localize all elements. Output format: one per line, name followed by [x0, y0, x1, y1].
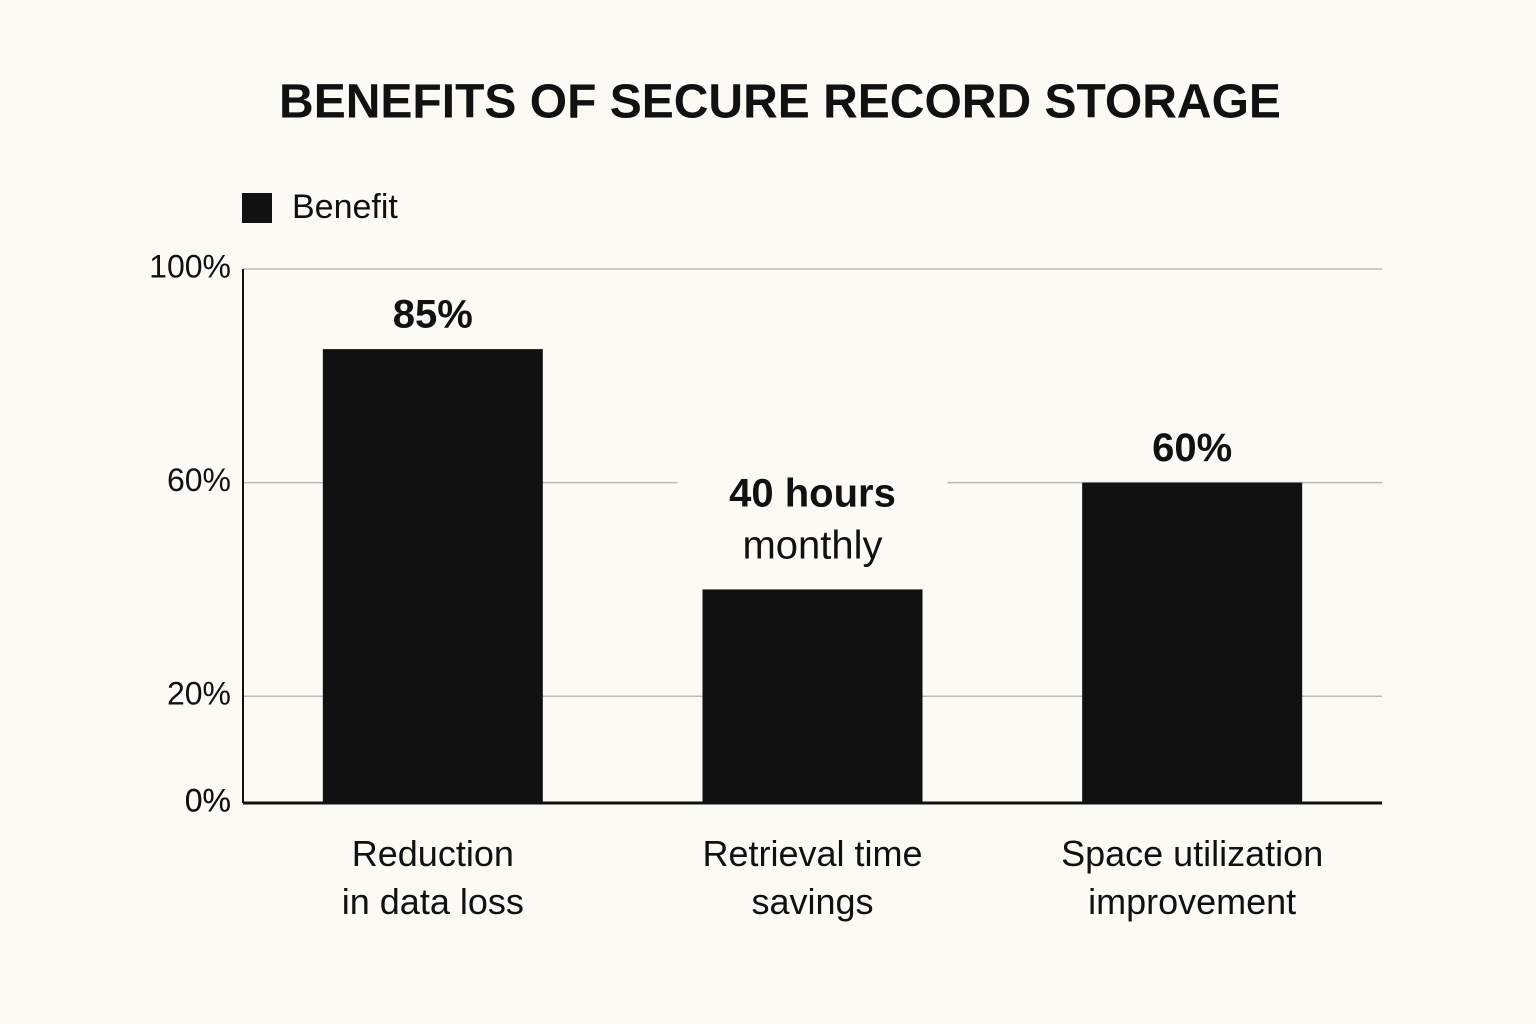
value-label-line: 40 hours [729, 471, 896, 515]
value-label: 85% [393, 293, 473, 337]
bar [322, 349, 543, 803]
chart-title: BENEFITS OF SECURE RECORD STORAGE [279, 76, 1281, 129]
y-tick-label: 100% [149, 248, 231, 284]
legend-label: Benefit [292, 188, 398, 226]
x-tick-label: Space utilization improvement [1061, 833, 1324, 922]
bar [1082, 482, 1303, 803]
y-tick-label: 0% [185, 782, 231, 818]
value-label: 60% [1152, 426, 1232, 470]
value-label: 40 hours monthly [729, 471, 896, 567]
y-tick-label: 60% [167, 462, 231, 498]
x-tick-label: Reduction in data loss [341, 833, 524, 922]
bar [702, 589, 923, 803]
y-tick-label: 20% [167, 676, 231, 712]
label-backdrop [677, 469, 948, 570]
y-tick-label: 0% [185, 782, 231, 818]
value-label-line: monthly [742, 523, 882, 567]
x-tick-label: Retrieval time savings [702, 833, 923, 922]
legend-swatch [242, 193, 272, 223]
